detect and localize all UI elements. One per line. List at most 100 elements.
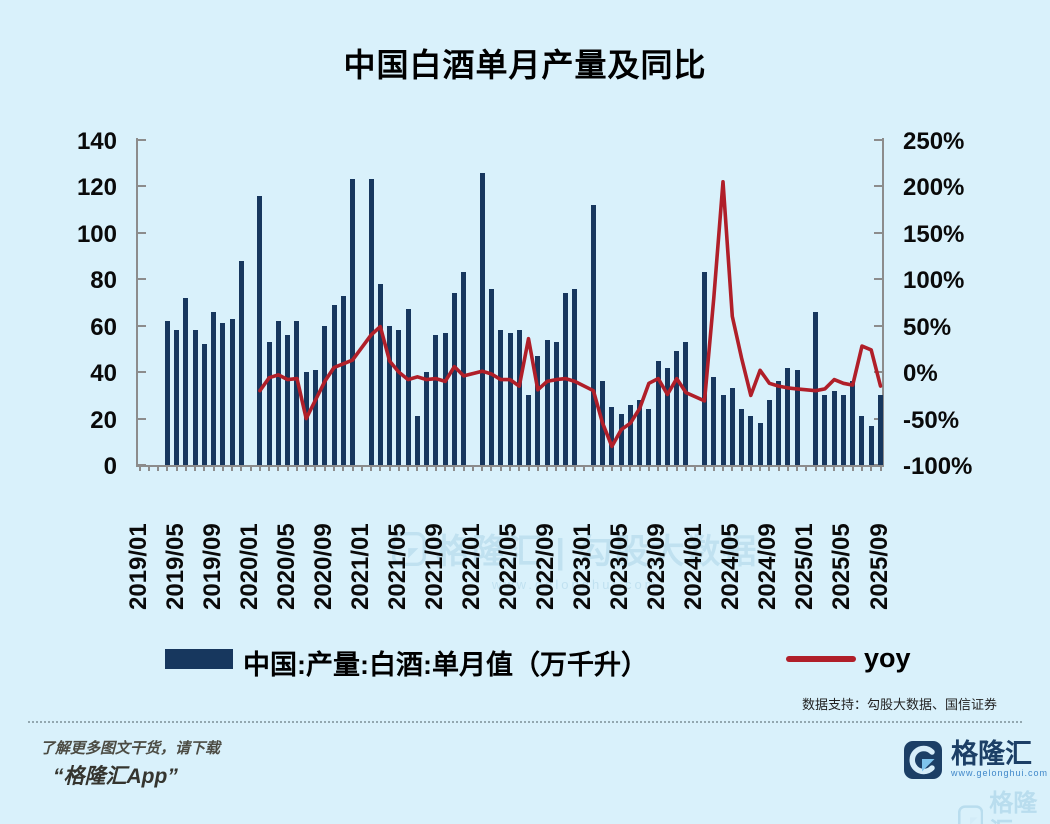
production-bar (535, 355, 541, 465)
x-axis-month-tick (370, 467, 373, 471)
x-axis-label: 2023/01 (569, 523, 597, 610)
x-axis-month-tick (379, 467, 382, 471)
x-axis-month-tick (786, 467, 789, 471)
x-axis-month-tick (694, 467, 697, 471)
x-axis-label: 2025/01 (791, 523, 819, 610)
y-axis-right-label: -50% (903, 406, 960, 434)
production-bar (331, 304, 337, 465)
production-bar (164, 321, 170, 465)
production-bar (544, 339, 550, 465)
production-bar (526, 395, 532, 465)
x-axis-month-tick (684, 467, 687, 471)
x-axis-label: 2019/01 (124, 523, 152, 610)
production-bar (720, 395, 726, 465)
x-axis-month-tick (212, 467, 215, 471)
production-bar (266, 341, 272, 465)
x-axis-month-tick (268, 467, 271, 471)
y-axis-left-label: 120 (76, 174, 117, 202)
x-axis-month-tick (768, 467, 771, 471)
x-axis-label: 2020/01 (235, 523, 263, 610)
production-bar (183, 297, 189, 465)
x-axis-month-tick (564, 467, 567, 471)
production-bar (674, 351, 680, 465)
production-bar (878, 395, 883, 465)
production-bar (192, 330, 198, 465)
production-bar (294, 321, 300, 465)
x-axis-month-tick (620, 467, 623, 471)
production-bar (757, 423, 763, 465)
gelonghui-logo: 格隆汇 www.gelonghui.com (903, 740, 1048, 780)
y-axis-left-label: 140 (76, 128, 117, 155)
production-bar (257, 195, 263, 465)
x-axis-label: 2021/09 (420, 523, 448, 610)
x-axis-month-tick (638, 467, 641, 471)
x-axis-label: 2020/05 (272, 523, 300, 610)
x-axis-label: 2024/01 (680, 523, 708, 610)
production-bar (322, 325, 328, 465)
x-axis-month-tick (860, 467, 863, 471)
x-axis-month-tick (879, 467, 882, 471)
bar-series-swatch (165, 649, 233, 669)
x-axis-month-tick (258, 467, 261, 471)
x-axis-month-tick (240, 467, 243, 471)
x-axis-month-tick (184, 467, 187, 471)
x-axis-month-tick (333, 467, 335, 471)
x-axis-month-tick (175, 467, 178, 471)
x-axis-month-tick (722, 467, 725, 471)
y-axis-right-label: 0% (903, 360, 938, 388)
production-bar (729, 388, 735, 465)
line-series-label: yoy (864, 643, 911, 673)
production-bar (340, 295, 346, 465)
x-axis-month-tick (407, 467, 410, 471)
x-axis-month-tick (675, 467, 678, 471)
production-bar (609, 406, 615, 465)
x-axis-month-tick (444, 467, 447, 471)
production-bar (868, 425, 874, 465)
chart-title: 中国白酒单月产量及同比 (343, 47, 707, 83)
x-axis-month-tick (231, 467, 234, 471)
x-axis-month-tick (416, 467, 419, 471)
x-axis-month-tick (666, 467, 669, 471)
production-bar (387, 325, 393, 465)
x-axis (136, 465, 884, 467)
production-bar (424, 372, 430, 465)
x-axis-month-tick (759, 467, 762, 471)
line-series-swatch (786, 656, 856, 662)
production-bar (377, 283, 383, 465)
production-bar (479, 172, 485, 465)
legend: 中国:产量:白酒:单月值（万千升） yoy (0, 643, 1050, 680)
x-axis-month-tick (147, 467, 150, 471)
data-support-credit: 数据支持：勾股大数据、国信证券 (801, 697, 997, 712)
x-axis-month-tick (740, 467, 743, 471)
production-bar (748, 416, 754, 465)
x-axis-label: 2021/01 (346, 523, 374, 610)
x-axis-label: 2019/05 (161, 523, 189, 610)
production-bar (396, 330, 402, 465)
x-axis-label: 2022/05 (495, 523, 522, 610)
x-axis-month-tick (555, 467, 558, 471)
y-axis-left-label: 100 (76, 220, 117, 248)
production-bar (285, 335, 291, 465)
x-axis-month-tick (842, 467, 845, 471)
x-axis-month-tick (425, 467, 428, 471)
x-axis-month-tick (434, 467, 437, 471)
production-bar (405, 309, 411, 465)
y-axis-right-tick (874, 278, 882, 281)
x-axis-month-tick (583, 467, 586, 471)
x-axis-label: 2025/09 (865, 523, 893, 610)
production-bar (275, 321, 281, 465)
x-axis-month-tick (471, 467, 474, 471)
production-bar (350, 179, 356, 465)
y-axis-right-tick (874, 464, 882, 466)
x-axis-month-tick (527, 467, 530, 471)
x-axis-month-tick (342, 467, 345, 471)
production-bar (553, 341, 559, 465)
y-axis-right-label: 50% (903, 313, 952, 341)
production-bar (507, 332, 513, 465)
brand-name: 格隆汇 (951, 739, 1032, 769)
production-bar (211, 311, 217, 465)
x-axis-month-tick (295, 467, 298, 471)
x-axis-month-tick (277, 467, 280, 471)
x-axis-month-tick (360, 467, 363, 471)
production-bar (831, 390, 837, 465)
